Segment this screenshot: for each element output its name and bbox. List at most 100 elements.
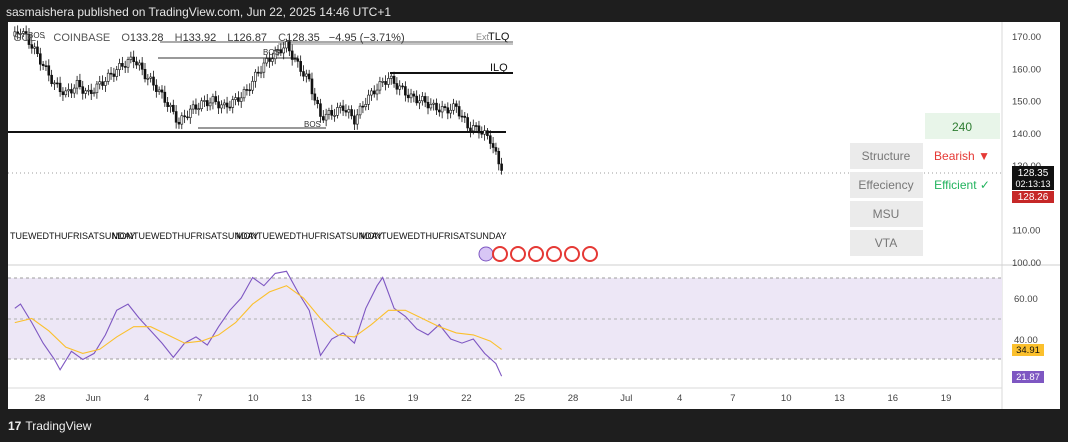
- candle-body: [205, 100, 209, 107]
- candle-body: [372, 90, 376, 95]
- rsi-line: [14, 270, 503, 377]
- time-tick-label: 22: [461, 393, 472, 404]
- candle-body: [432, 102, 435, 105]
- candle-body: [438, 109, 441, 113]
- candle-body: [242, 89, 246, 99]
- candle-body: [81, 86, 85, 94]
- symbol-legend[interactable]: SOL · COINBASE O133.28 H133.92 L126.87 C…: [14, 32, 405, 44]
- candle-body: [452, 103, 455, 111]
- time-tick-label: 16: [888, 393, 899, 404]
- chart-frame[interactable]: 170.00160.00150.00140.00130.00120.00110.…: [8, 22, 1060, 409]
- panel-label-cell: [850, 201, 923, 227]
- candle-body: [152, 76, 155, 86]
- candle-body: [38, 53, 42, 65]
- publish-info: sasmaishera published on TradingView.com…: [6, 5, 392, 19]
- rsi-signal-line: [14, 285, 502, 354]
- candle-body: [279, 49, 283, 54]
- candle-body: [288, 41, 291, 52]
- candle-body: [378, 81, 382, 91]
- candle-body: [387, 78, 390, 85]
- candle-body: [265, 58, 269, 64]
- candle-body: [347, 109, 351, 113]
- candle-body: [197, 108, 201, 110]
- candle-body: [228, 106, 232, 109]
- time-tick-label: 19: [941, 393, 952, 404]
- candle-body: [350, 109, 353, 117]
- candle-body: [259, 71, 263, 74]
- event-icons[interactable]: [478, 246, 598, 262]
- candle-body: [92, 92, 96, 95]
- secondary-price-text: 128.26: [1018, 192, 1049, 203]
- candle-body: [19, 33, 22, 35]
- us-flag-event-icon: [546, 246, 562, 262]
- candle-body: [446, 107, 450, 114]
- candle-body: [101, 81, 104, 86]
- candle-body: [254, 71, 257, 82]
- rsi-tick-label: 60.00: [1014, 294, 1038, 305]
- bos-upper-label: BOS: [263, 48, 280, 57]
- open-value: 133.28: [130, 32, 164, 44]
- candle-body: [338, 105, 342, 108]
- candle-body: [466, 117, 469, 129]
- rsi-signal-badge: [1012, 344, 1044, 356]
- candle-body: [491, 143, 495, 148]
- countdown-text: 02:13:13: [1015, 179, 1050, 189]
- price-badges: 128.35 02:13:13 128.26 34.91 21.87: [1012, 166, 1054, 383]
- candle-body: [460, 115, 464, 118]
- candle-body: [401, 85, 404, 88]
- candle-body: [138, 62, 141, 66]
- close-value: 128.35: [286, 32, 320, 44]
- time-tick-label: Jul: [620, 393, 632, 404]
- candle-body: [423, 96, 427, 103]
- panel-label-cell: [850, 230, 923, 256]
- candle-body: [180, 115, 184, 125]
- timeframe-value: 240: [952, 120, 972, 134]
- candle-body: [449, 109, 452, 114]
- candle-body: [24, 31, 28, 35]
- panel-label-cell: [850, 143, 923, 169]
- footer-bar: 17 TradingView: [0, 410, 1068, 442]
- price-tick-label: 100.00: [1012, 258, 1041, 269]
- rsi-value-badge: [1012, 371, 1044, 383]
- candle-body: [200, 100, 203, 109]
- candle-body: [404, 86, 407, 96]
- panel-label: Effeciency: [858, 178, 913, 192]
- time-tick-label: 10: [248, 393, 259, 404]
- candle-body: [214, 96, 218, 102]
- candle-body: [112, 73, 116, 77]
- candle-body: [271, 58, 274, 62]
- time-tick-label: 7: [730, 393, 735, 404]
- symbol-name: SOL: [14, 32, 36, 44]
- time-tick-label: 19: [408, 393, 419, 404]
- tradingview-logo[interactable]: 17 TradingView: [8, 419, 91, 433]
- candle-body: [135, 61, 138, 66]
- secondary-price-badge: [1012, 191, 1054, 203]
- candle-body: [104, 81, 107, 86]
- us-flag-event-icon: [492, 246, 508, 262]
- candle-body: [237, 97, 240, 102]
- high-label: H: [175, 32, 183, 44]
- candle-body: [13, 31, 17, 37]
- candle-body: [296, 58, 300, 62]
- candle-body: [375, 89, 379, 95]
- candle-body: [194, 104, 198, 110]
- candle-body: [310, 78, 314, 95]
- panel-value: Efficient ✓: [934, 178, 990, 192]
- current-price-badge: [1012, 166, 1054, 190]
- candle-body: [418, 100, 421, 104]
- candle-body: [415, 95, 418, 104]
- candle-body: [305, 73, 308, 77]
- candle-body: [172, 104, 175, 112]
- candle-body: [384, 81, 387, 85]
- candle-body: [370, 90, 373, 96]
- tradingview-brand: TradingView: [25, 419, 92, 433]
- candle-body: [299, 61, 302, 72]
- candle-body: [84, 90, 87, 94]
- time-tick-label: 28: [35, 393, 46, 404]
- chart-canvas[interactable]: 170.00160.00150.00140.00130.00120.00110.…: [8, 22, 1060, 409]
- open-label: O: [121, 32, 130, 44]
- candle-body: [251, 80, 254, 91]
- candle-body: [208, 102, 212, 107]
- candle-body: [22, 31, 25, 34]
- timeframe-cell: [925, 113, 1000, 139]
